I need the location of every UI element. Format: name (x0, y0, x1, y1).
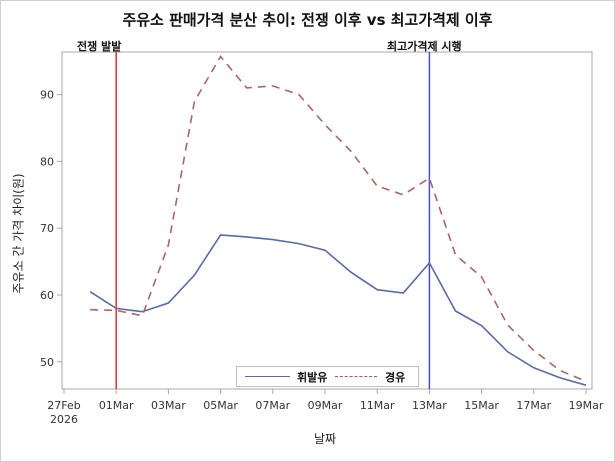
x-axis-label: 날짜 (313, 432, 337, 446)
x-tick-label: 27Feb (47, 399, 80, 412)
x-tick-label: 13Mar (412, 399, 447, 412)
x-tick-label: 05Mar (203, 399, 238, 412)
y-tick-label: 60 (40, 289, 54, 302)
y-tick-label: 80 (40, 155, 54, 168)
y-tick-label: 70 (40, 222, 54, 235)
legend-solid-line-icon (245, 376, 290, 377)
x-tick-label: 11Mar (360, 399, 395, 412)
x-tick-label: 15Mar (464, 399, 499, 412)
x-tick-label: 03Mar (151, 399, 186, 412)
y-tick-label: 90 (40, 89, 54, 102)
x-tick-label: 09Mar (308, 399, 343, 412)
legend-gasoline-label: 휘발유 (297, 371, 328, 384)
x-tick-label: 17Mar (516, 399, 551, 412)
chart-title: 주유소 판매가격 분산 추이: 전쟁 이후 vs 최고가격제 이후 (122, 11, 493, 29)
plot-border (61, 51, 593, 390)
legend-dashed-line-icon (335, 376, 377, 377)
y-tick-label: 50 (40, 356, 54, 369)
price-cap-ref-label: 최고가격제 시행 (387, 40, 462, 53)
legend-diesel-label: 경유 (385, 371, 406, 384)
gasoline-series-line (89, 234, 587, 386)
x-tick-label: 01Mar (99, 399, 134, 412)
diesel-series-line (90, 55, 587, 382)
war-ref-label: 전쟁 발발 (77, 40, 122, 53)
y-axis-label: 주유소 간 가격 차이(원) (11, 173, 26, 294)
x-tick-label: 19Mar (569, 399, 604, 412)
legend: 휘발유 경유 (236, 366, 419, 387)
x-tick-label: 2026 (50, 413, 78, 426)
x-tick-label: 07Mar (255, 399, 290, 412)
